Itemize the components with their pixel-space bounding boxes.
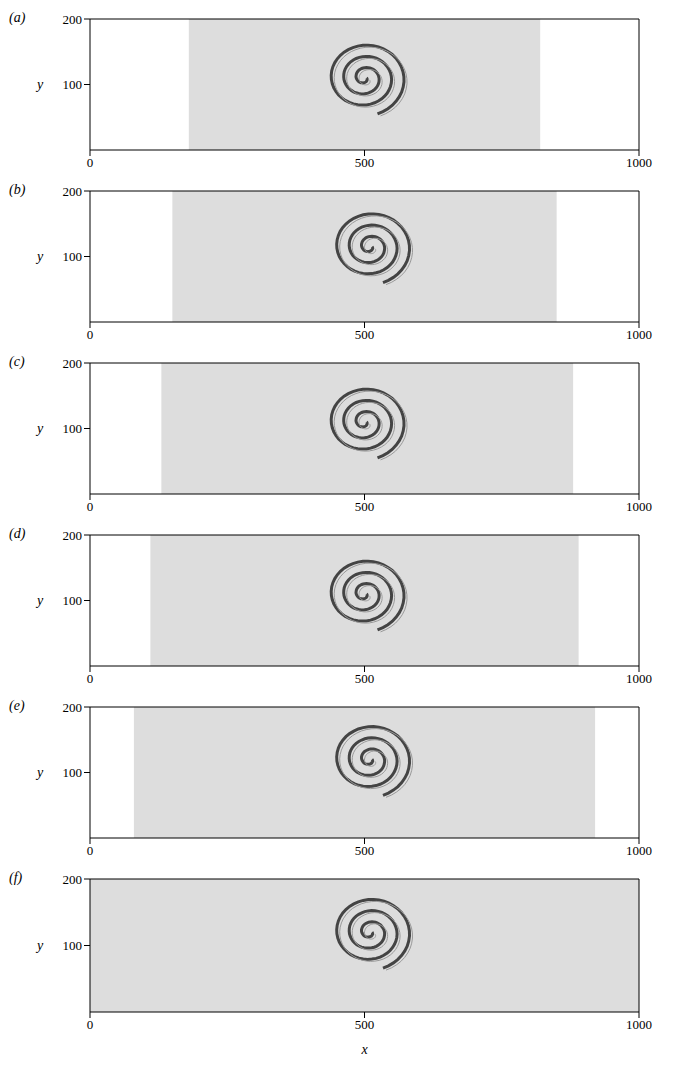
svg-text:y: y — [35, 593, 44, 608]
svg-text:200: 200 — [63, 528, 83, 543]
svg-text:200: 200 — [63, 700, 83, 715]
svg-text:x: x — [360, 1042, 368, 1057]
svg-text:200: 200 — [63, 356, 83, 371]
svg-text:1000: 1000 — [626, 327, 652, 342]
svg-text:0: 0 — [87, 499, 94, 514]
svg-text:500: 500 — [355, 327, 375, 342]
svg-text:500: 500 — [355, 1017, 375, 1032]
svg-text:y: y — [35, 765, 44, 780]
svg-text:500: 500 — [355, 671, 375, 686]
html-text:(d): (d) — [9, 526, 26, 541]
html-text:(e): (e) — [9, 698, 25, 713]
svg-text:100: 100 — [63, 421, 83, 436]
svg-text:500: 500 — [355, 843, 375, 858]
svg-text:0: 0 — [87, 155, 94, 170]
svg-text:0: 0 — [87, 843, 94, 858]
svg-text:100: 100 — [63, 77, 83, 92]
svg-text:100: 100 — [63, 593, 83, 608]
svg-text:200: 200 — [63, 872, 83, 887]
svg-text:500: 500 — [355, 155, 375, 170]
svg-text:500: 500 — [355, 499, 375, 514]
svg-text:100: 100 — [63, 938, 83, 953]
svg-text:100: 100 — [63, 765, 83, 780]
svg-text:y: y — [35, 421, 44, 436]
svg-text:y: y — [35, 77, 44, 92]
html-text:(c): (c) — [9, 354, 25, 369]
svg-text:y: y — [35, 938, 44, 953]
svg-text:200: 200 — [63, 184, 83, 199]
svg-text:1000: 1000 — [626, 155, 652, 170]
html-text:(b): (b) — [9, 182, 26, 197]
html-text:(f): (f) — [9, 870, 23, 885]
svg-text:0: 0 — [87, 671, 94, 686]
svg-text:1000: 1000 — [626, 1017, 652, 1032]
svg-text:0: 0 — [87, 1017, 94, 1032]
html-text:(a): (a) — [9, 10, 26, 25]
svg-text:0: 0 — [87, 327, 94, 342]
svg-text:200: 200 — [63, 12, 83, 27]
svg-text:y: y — [35, 249, 44, 264]
svg-text:100: 100 — [63, 249, 83, 264]
svg-text:1000: 1000 — [626, 671, 652, 686]
svg-text:1000: 1000 — [626, 499, 652, 514]
svg-text:1000: 1000 — [626, 843, 652, 858]
